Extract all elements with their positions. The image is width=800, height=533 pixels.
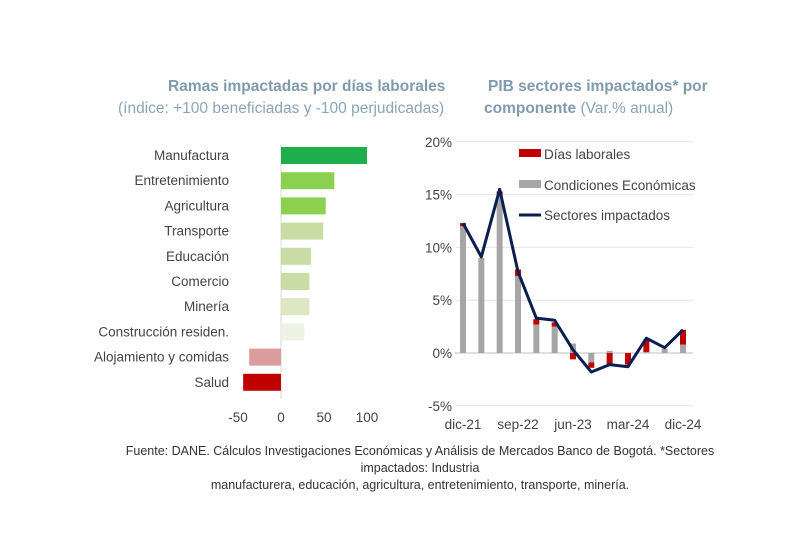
bar-educaci-n [281,247,312,265]
bar-construcci-n-residen- [281,323,305,341]
bar-manufactura [281,147,367,164]
bar-alojamiento-y-comidas [249,348,281,366]
category-label: Entretenimiento [134,173,229,188]
legend-label: Condiciones Económicas [544,178,696,193]
category-label: Manufactura [154,148,230,163]
category-label: Educación [166,249,229,264]
y-tick-label: 10% [425,240,452,255]
bar-dias-laborales [643,339,650,352]
category-label: Alojamiento y comidas [94,350,229,365]
bar-condiciones-economicas [606,350,613,353]
bar-condiciones-economicas [460,226,466,353]
bar-condiciones-economicas [515,275,521,353]
source-note: Fuente: DANE. Cálculos Investigaciones E… [120,443,720,494]
right-chart-title-line1: PIB sectores impactados* por [488,78,708,95]
bar-condiciones-economicas [680,344,686,353]
bar-miner-a [281,298,310,316]
bar-dias-laborales [680,329,686,345]
left-chart-subtitle: (índice: +100 beneficiadas y -100 perjud… [118,100,445,117]
source-line-2: manufacturera, educación, agricultura, e… [210,478,630,492]
right-chart-title-line2: componente (Var.% anual) [484,100,673,118]
x-tick-label: sep-22 [497,417,538,432]
bar-dias-laborales [570,353,576,360]
legend-label: Días laborales [544,147,631,162]
y-tick-label: 15% [425,188,452,203]
bar-agricultura [281,197,326,215]
bar-condiciones-economicas [478,257,485,353]
bar-condiciones-economicas [496,194,503,353]
source-line-1: Fuente: DANE. Cálculos Investigaciones E… [125,444,715,475]
bar-dias-laborales [625,353,631,365]
x-tick-label: dic-24 [665,417,702,432]
x-tick-label: 100 [356,410,379,425]
category-label: Agricultura [164,198,229,213]
bar-dias-laborales [551,322,558,327]
y-tick-label: 20% [425,135,452,150]
legend-swatch-condiciones [519,180,541,188]
x-tick-label: jun-23 [553,417,592,432]
bar-entretenimiento [281,172,335,190]
right-chart-title-bold: componente [484,100,577,117]
bar-condiciones-economicas [588,353,595,363]
x-tick-label: 0 [277,410,285,425]
right-chart-title-unit: (Var.% anual) [576,100,674,117]
y-tick-label: -5% [428,399,452,414]
bar-dias-laborales [533,319,540,325]
bar-condiciones-economicas [533,324,540,353]
x-tick-label: dic-21 [445,417,482,432]
category-label: Salud [194,375,229,390]
bar-salud [243,373,281,391]
category-label: Minería [184,299,230,314]
x-tick-label: -50 [228,410,248,425]
category-label: Transporte [164,224,229,239]
x-tick-label: mar-24 [607,417,650,432]
bar-condiciones-economicas [661,348,668,353]
bar-condiciones-economicas [643,351,650,353]
legend-label: Sectores impactados [544,208,670,223]
bar-condiciones-economicas [551,326,558,353]
category-label: Comercio [171,274,229,289]
line-sectores-impactados [461,187,685,374]
bar-dias-laborales [588,362,595,368]
bar-dias-laborales [606,353,613,365]
x-tick-label: 50 [316,410,331,425]
y-tick-label: 0% [432,346,452,361]
y-tick-label: 5% [432,293,452,308]
legend-swatch-dias [519,149,541,157]
bar-comercio [281,273,310,290]
left-chart-title: Ramas impactadas por días laborales [168,78,446,95]
bar-transporte [281,222,324,240]
category-label: Construcción residen. [98,324,229,339]
